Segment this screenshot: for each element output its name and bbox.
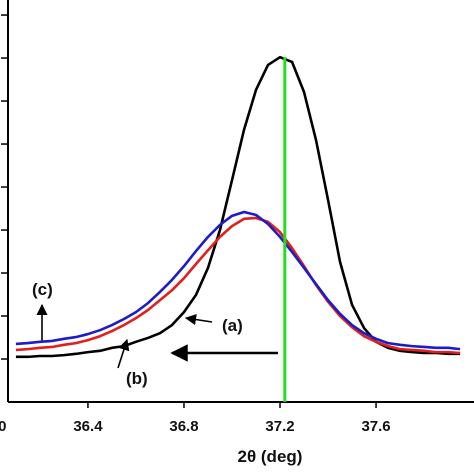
series-line	[15, 55, 461, 359]
series-line	[15, 210, 461, 351]
series-label: (b)	[126, 369, 148, 388]
series-line	[15, 216, 461, 355]
x-tick-label: 36.4	[73, 418, 103, 435]
x-axis-title: 2θ (deg)	[238, 447, 303, 466]
x-tick-label: 36.0	[0, 418, 7, 435]
series-label: (a)	[222, 316, 243, 335]
x-tick-label: 37.2	[265, 418, 294, 435]
x-tick-label: 37.6	[361, 418, 390, 435]
series-label: (c)	[32, 280, 53, 299]
annotation-arrow	[184, 313, 213, 326]
x-tick-label: 36.8	[169, 418, 198, 435]
